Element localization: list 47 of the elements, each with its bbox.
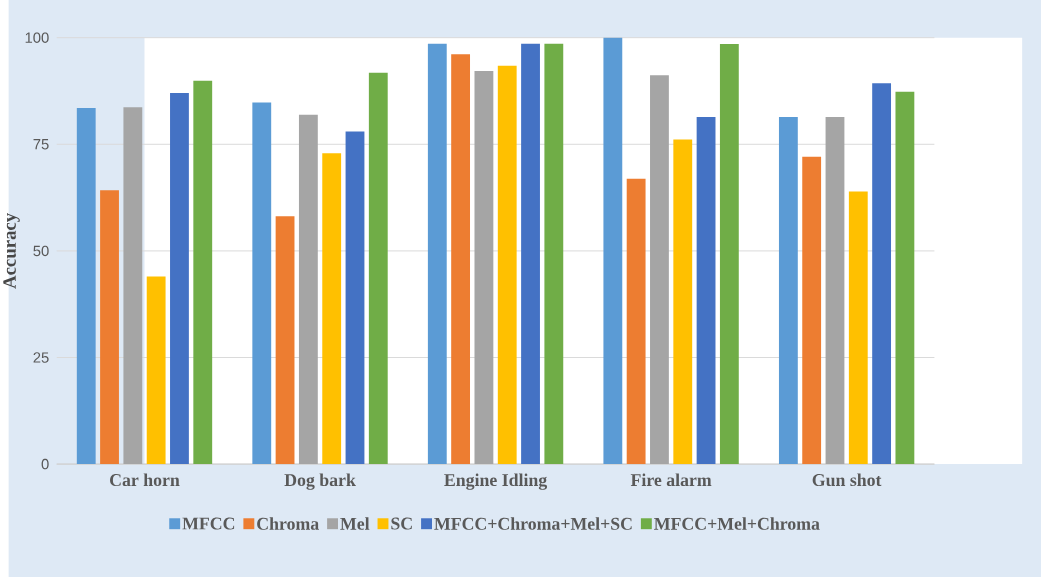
bar (650, 75, 669, 465)
bar (848, 191, 868, 465)
x-tick-label: Fire alarm (630, 473, 712, 486)
bar (673, 139, 693, 465)
bar (696, 116, 716, 465)
bar (544, 43, 564, 465)
bar (778, 116, 798, 465)
bar (146, 276, 166, 465)
bar (895, 91, 915, 465)
bar (322, 153, 342, 465)
legend-label: Chroma (257, 517, 319, 530)
bar (626, 178, 646, 465)
y-tick-label: 100 (25, 32, 49, 43)
bar (603, 37, 623, 465)
bar (275, 216, 295, 465)
legend-label: SC (391, 517, 412, 530)
bar (368, 72, 388, 465)
legend-label: MFCC (182, 517, 235, 530)
y-tick-label: 75 (33, 139, 49, 150)
bar (123, 107, 143, 465)
bar (451, 54, 471, 465)
bar (170, 93, 189, 465)
bar (802, 156, 822, 465)
x-tick-label: Gun shot (812, 473, 882, 487)
y-tick-label: 0 (41, 458, 49, 470)
y-tick-label: 25 (33, 352, 49, 363)
bar (193, 80, 213, 465)
bar (825, 116, 845, 465)
bar (345, 131, 365, 465)
bar (497, 65, 517, 465)
legend-label: Mel (340, 517, 370, 530)
x-tick-label: Engine Idling (444, 473, 548, 490)
bar (427, 43, 447, 465)
bar (298, 114, 318, 465)
legend-label: MFCC+Chroma+Mel+SC (434, 517, 632, 530)
y-tick-label: 50 (33, 245, 49, 257)
bar (872, 83, 892, 465)
x-tick-label: Car horn (110, 473, 180, 486)
x-tick-label: Dog bark (284, 473, 356, 490)
y-axis-title: Accuracy (3, 212, 20, 289)
bar (719, 43, 739, 465)
bar (474, 70, 494, 465)
legend-label: MFCC+Mel+Chroma (654, 517, 820, 530)
bar (521, 43, 540, 465)
bar (100, 190, 119, 465)
bar (76, 107, 96, 465)
bar (252, 102, 272, 465)
